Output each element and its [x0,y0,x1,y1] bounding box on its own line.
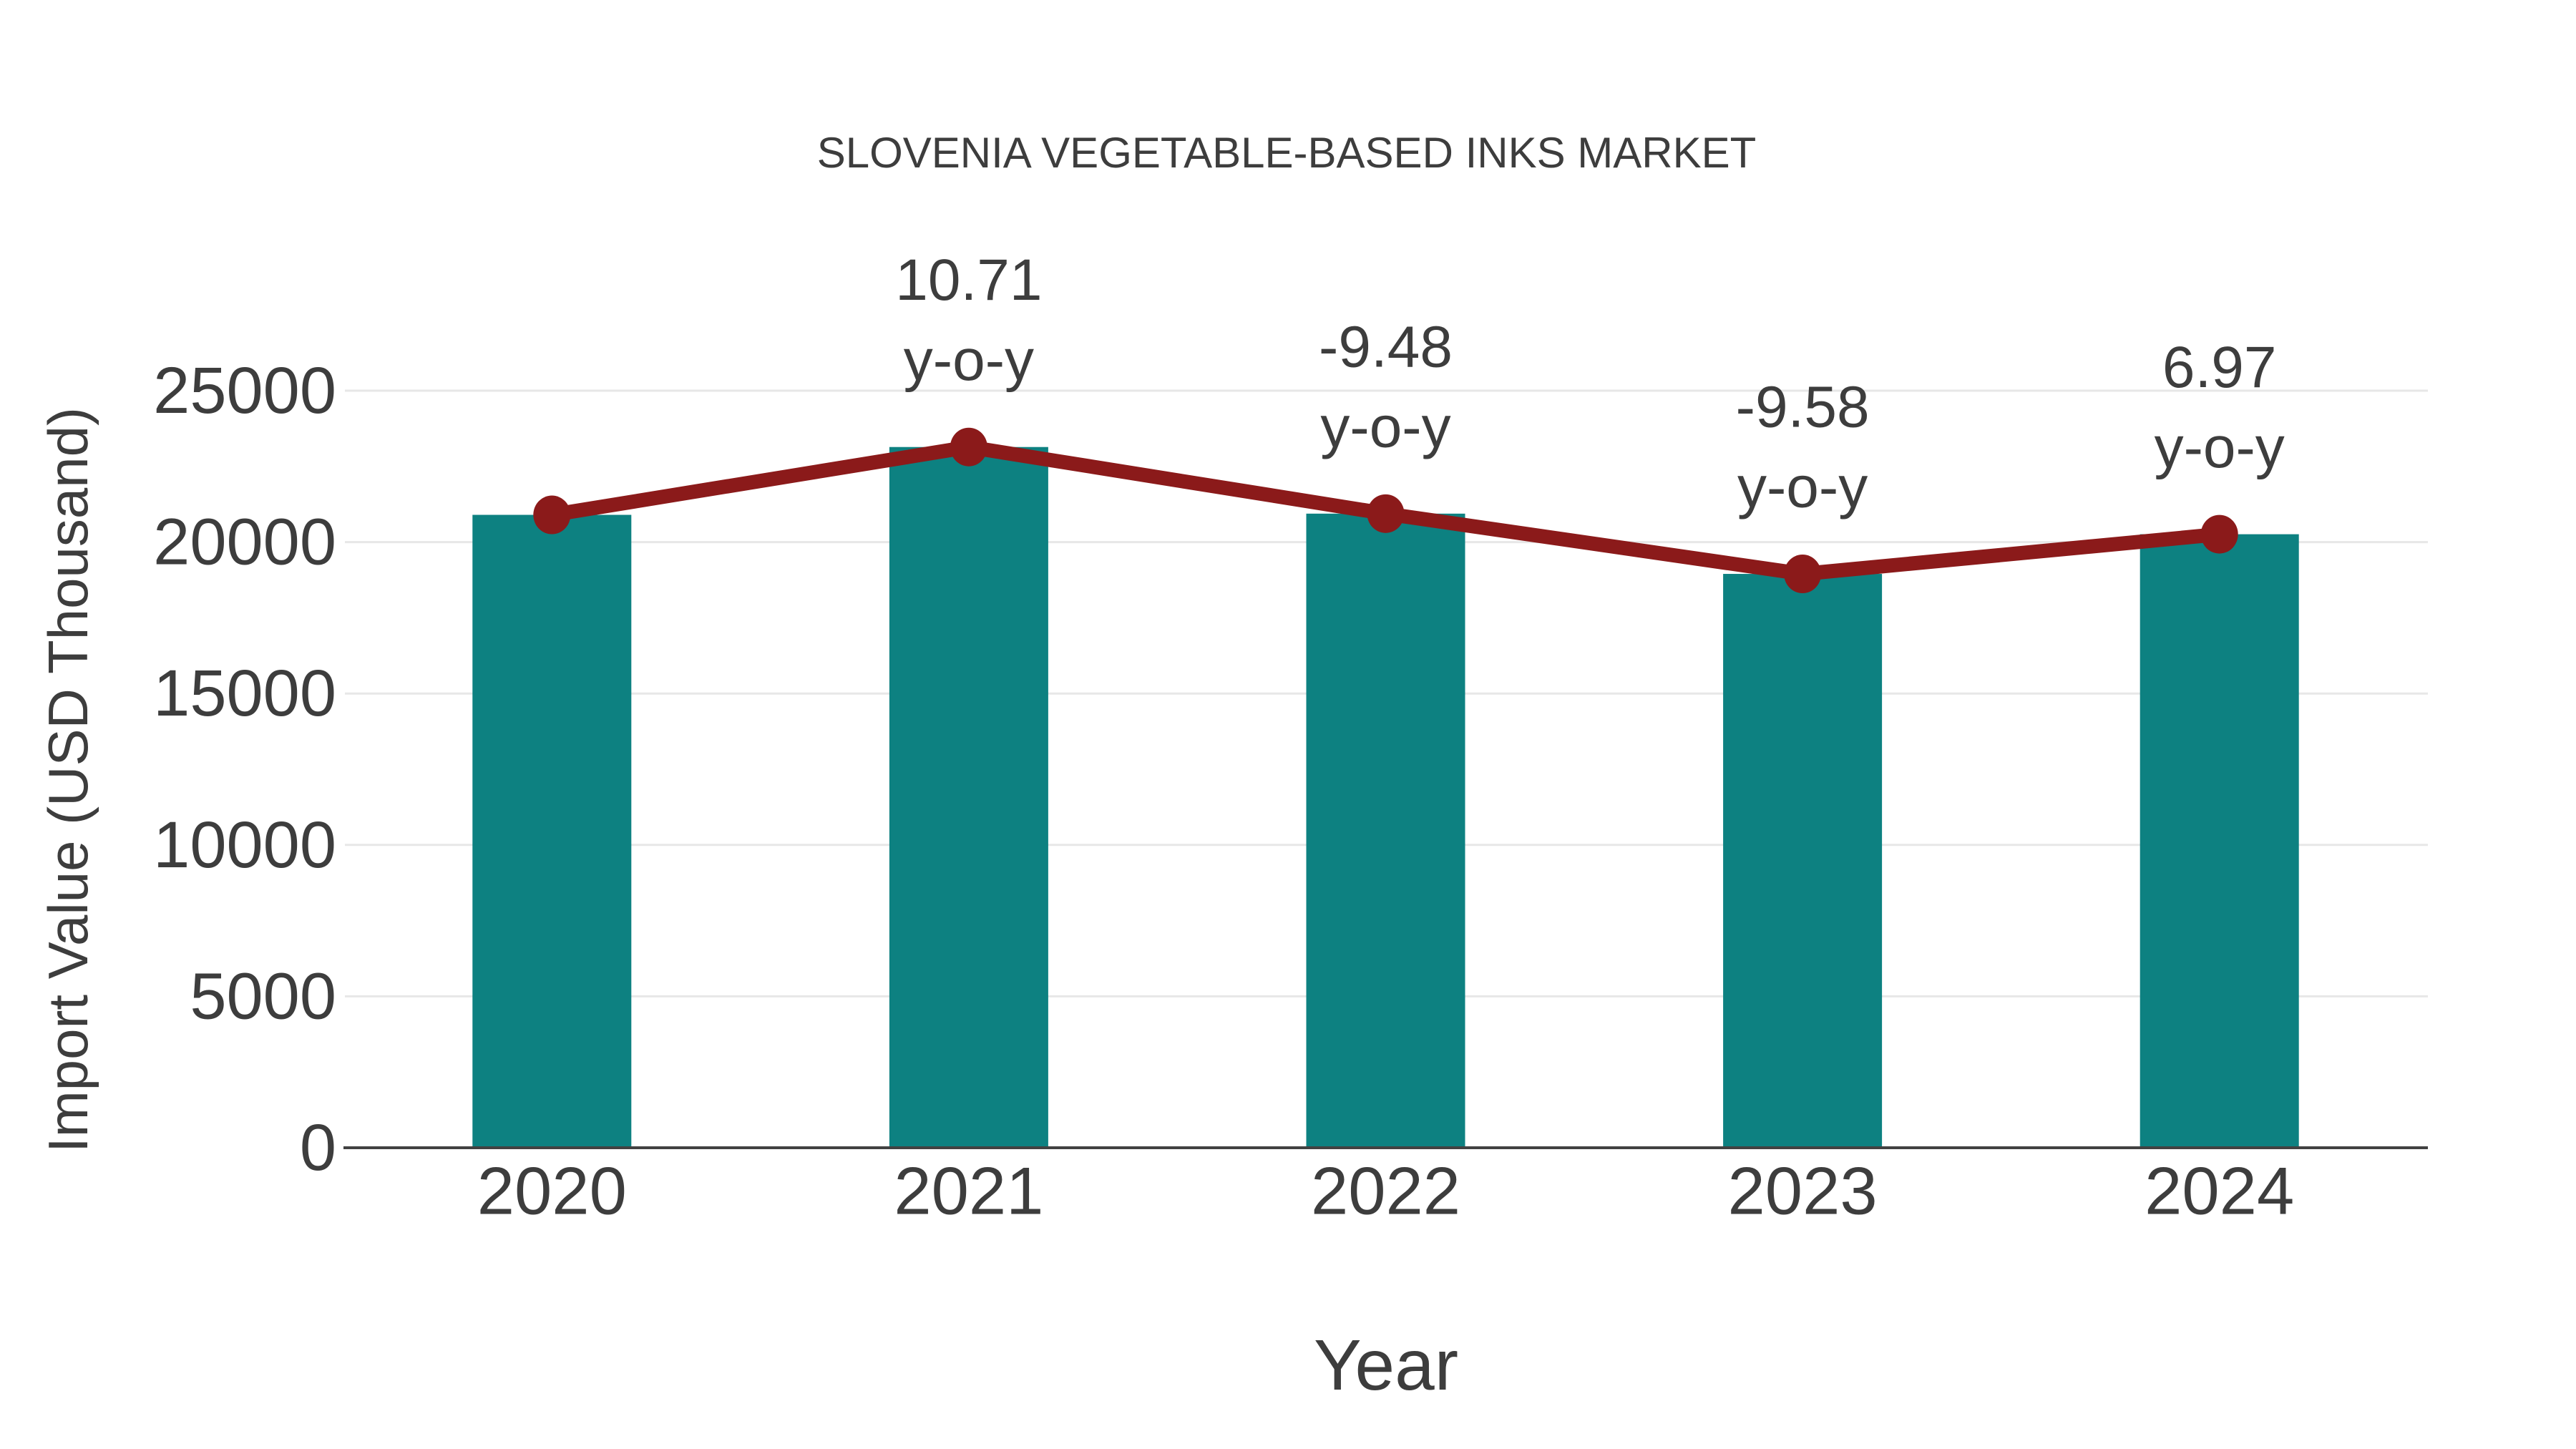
bar-2024 [2140,534,2299,1148]
annotation-2021-suffix: y-o-y [904,328,1034,393]
bar-2023 [1723,574,1883,1148]
annotation-2022-value: -9.48 [1319,314,1453,379]
annotation-2023-suffix: y-o-y [1737,455,1868,520]
x-tick-label-2021: 2021 [894,1153,1043,1229]
y-tick-label-10000: 10000 [153,809,336,882]
trend-marker-2023 [1784,555,1822,594]
chart-title: SLOVENIA VEGETABLE-BASED INKS MARKET [816,129,1757,177]
annotation-2024-value: 6.97 [2162,335,2277,400]
trend-marker-2021 [950,427,987,467]
bar-2020 [472,514,632,1148]
y-tick-label-0: 0 [300,1111,336,1184]
annotation-2022-suffix: y-o-y [1320,394,1450,459]
y-tick-label-15000: 15000 [153,657,336,730]
x-axis-title: Year [1313,1325,1459,1405]
y-tick-label-25000: 25000 [153,354,336,427]
bar-2022 [1306,513,1465,1148]
trend-marker-2020 [533,495,571,535]
y-tick-label-5000: 5000 [190,960,336,1033]
y-tick-label-20000: 20000 [153,506,336,579]
x-tick-label-2020: 2020 [477,1153,627,1229]
y-axis-title: Import Value (USD Thousand) [36,407,99,1153]
bar-2021 [889,447,1048,1148]
trend-marker-2024 [2200,514,2238,554]
annotation-2023-value: -9.58 [1736,375,1870,440]
x-tick-label-2023: 2023 [1728,1153,1878,1229]
annotation-2024-suffix: y-o-y [2155,415,2285,480]
annotation-2021-value: 10.71 [895,248,1042,313]
x-tick-label-2024: 2024 [2145,1153,2294,1229]
trend-marker-2022 [1367,494,1405,533]
x-tick-label-2022: 2022 [1311,1153,1460,1229]
